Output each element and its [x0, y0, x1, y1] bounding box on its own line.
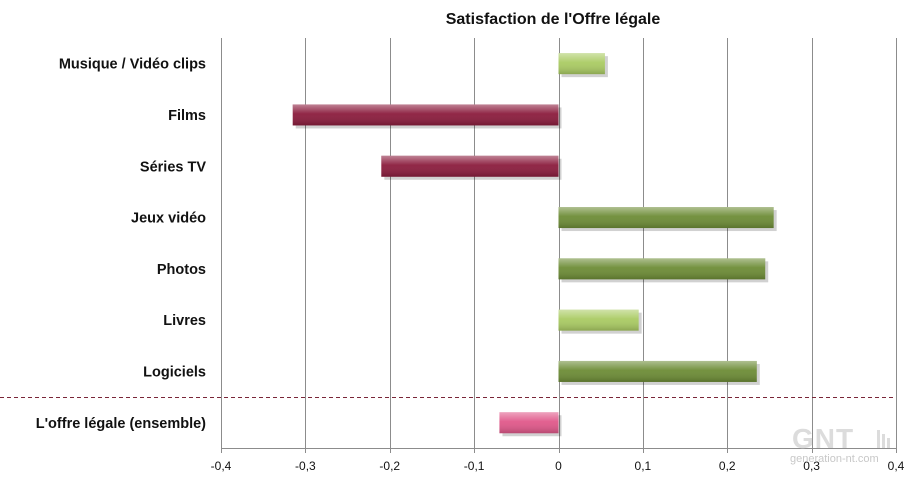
bar-group-3 — [558, 207, 777, 232]
bar-layer — [292, 53, 777, 437]
x-tick-label-1: -0,3 — [295, 459, 316, 473]
bar-group-7 — [499, 412, 562, 437]
bar-highlight-0 — [558, 53, 605, 75]
chart-title: Satisfaction de l'Offre légale — [446, 11, 661, 28]
category-label-5: Livres — [163, 313, 206, 329]
bar-highlight-4 — [558, 258, 766, 280]
bar-highlight-5 — [558, 309, 639, 331]
tick-label-layer: -0,4 -0,3 -0,2 -0,1 0 0,1 0,2 0,3 0,4 — [211, 459, 905, 473]
category-label-0: Musique / Vidéo clips — [59, 57, 206, 73]
category-label-3: Jeux vidéo — [131, 211, 206, 227]
bar-highlight-7 — [499, 412, 559, 434]
category-label-1: Films — [168, 108, 206, 124]
category-label-layer: Musique / Vidéo clips Films Séries TV Jeux … — [36, 57, 207, 432]
category-label-4: Photos — [157, 262, 206, 278]
bar-group-1 — [292, 104, 562, 129]
x-tick-label-2: -0,2 — [379, 459, 400, 473]
category-label-2: Séries TV — [140, 159, 206, 175]
watermark-site: generation-nt.com — [790, 453, 879, 465]
bar-group-5 — [558, 309, 642, 334]
bar-highlight-2 — [381, 155, 559, 177]
x-tick-label-4: 0 — [555, 459, 562, 473]
bar-group-6 — [558, 360, 760, 385]
x-tick-label-7: 0,3 — [803, 459, 820, 473]
x-tick-label-0: -0,4 — [211, 459, 232, 473]
category-label-7: L'offre légale (ensemble) — [36, 416, 206, 432]
bar-highlight-6 — [558, 360, 757, 382]
watermark-logo: GNT generation-nt.com — [790, 423, 890, 465]
x-tick-label-5: 0,1 — [635, 459, 652, 473]
bar-highlight-3 — [558, 207, 774, 229]
bar-group-4 — [558, 258, 769, 283]
category-label-6: Logiciels — [143, 364, 206, 380]
bar-group-2 — [381, 155, 562, 180]
x-tick-label-6: 0,2 — [719, 459, 736, 473]
bar-highlight-1 — [292, 104, 559, 126]
bar-group-0 — [558, 53, 608, 78]
watermark-brand: GNT — [792, 423, 854, 454]
x-tick-label-3: -0,1 — [464, 459, 485, 473]
x-tick-label-8: 0,4 — [888, 459, 905, 473]
grid-layer — [221, 38, 897, 453]
